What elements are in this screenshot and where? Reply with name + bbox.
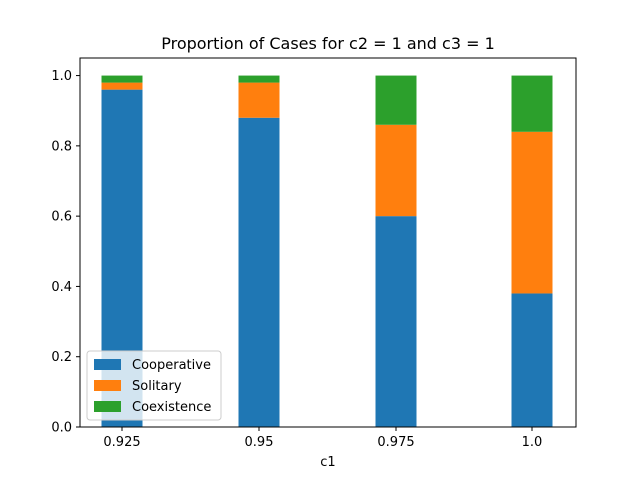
legend-label-coexistence: Coexistence — [132, 400, 211, 415]
bar-solitary-0.925 — [101, 82, 143, 90]
y-tick-label: 1.0 — [51, 69, 72, 84]
bar-solitary-1.0 — [511, 131, 553, 294]
bar-cooperative-0.95 — [238, 117, 280, 427]
y-tick-label: 0.8 — [51, 139, 72, 154]
chart-title: Proportion of Cases for c2 = 1 and c3 = … — [161, 34, 495, 53]
bar-coexistence-0.925 — [101, 75, 143, 83]
axes-layer: 0.0 0.2 0.4 0.6 0.8 1.0 0.925 0.95 0.975 1.0 — [51, 57, 577, 450]
bar-coexistence-0.95 — [238, 75, 280, 83]
legend-swatch-cooperative — [94, 359, 121, 370]
legend-swatch-solitary — [94, 380, 121, 391]
bar-solitary-0.95 — [238, 82, 280, 118]
x-tick-label: 0.925 — [103, 435, 140, 450]
bar-coexistence-0.975 — [375, 75, 417, 125]
legend: Cooperative Solitary Coexistence — [86, 350, 222, 421]
plot-frame — [79, 57, 577, 428]
bars-layer — [101, 75, 553, 427]
y-tick-label: 0.4 — [51, 280, 72, 295]
y-tick-label: 0.6 — [51, 210, 72, 225]
x-axis-label: c1 — [320, 455, 335, 470]
legend-label-cooperative: Cooperative — [132, 358, 211, 373]
x-tick-label: 1.0 — [522, 435, 543, 450]
y-tick-label: 0.2 — [51, 350, 72, 365]
bar-solitary-0.975 — [375, 124, 417, 217]
x-tick-label: 0.975 — [377, 435, 414, 450]
y-tick-label: 0.0 — [51, 421, 72, 436]
x-tick-label: 0.95 — [245, 435, 274, 450]
bar-cooperative-0.975 — [375, 216, 417, 427]
bar-coexistence-1.0 — [511, 75, 553, 132]
legend-label-solitary: Solitary — [132, 379, 182, 394]
bar-cooperative-1.0 — [511, 293, 553, 427]
legend-swatch-coexistence — [94, 401, 121, 412]
